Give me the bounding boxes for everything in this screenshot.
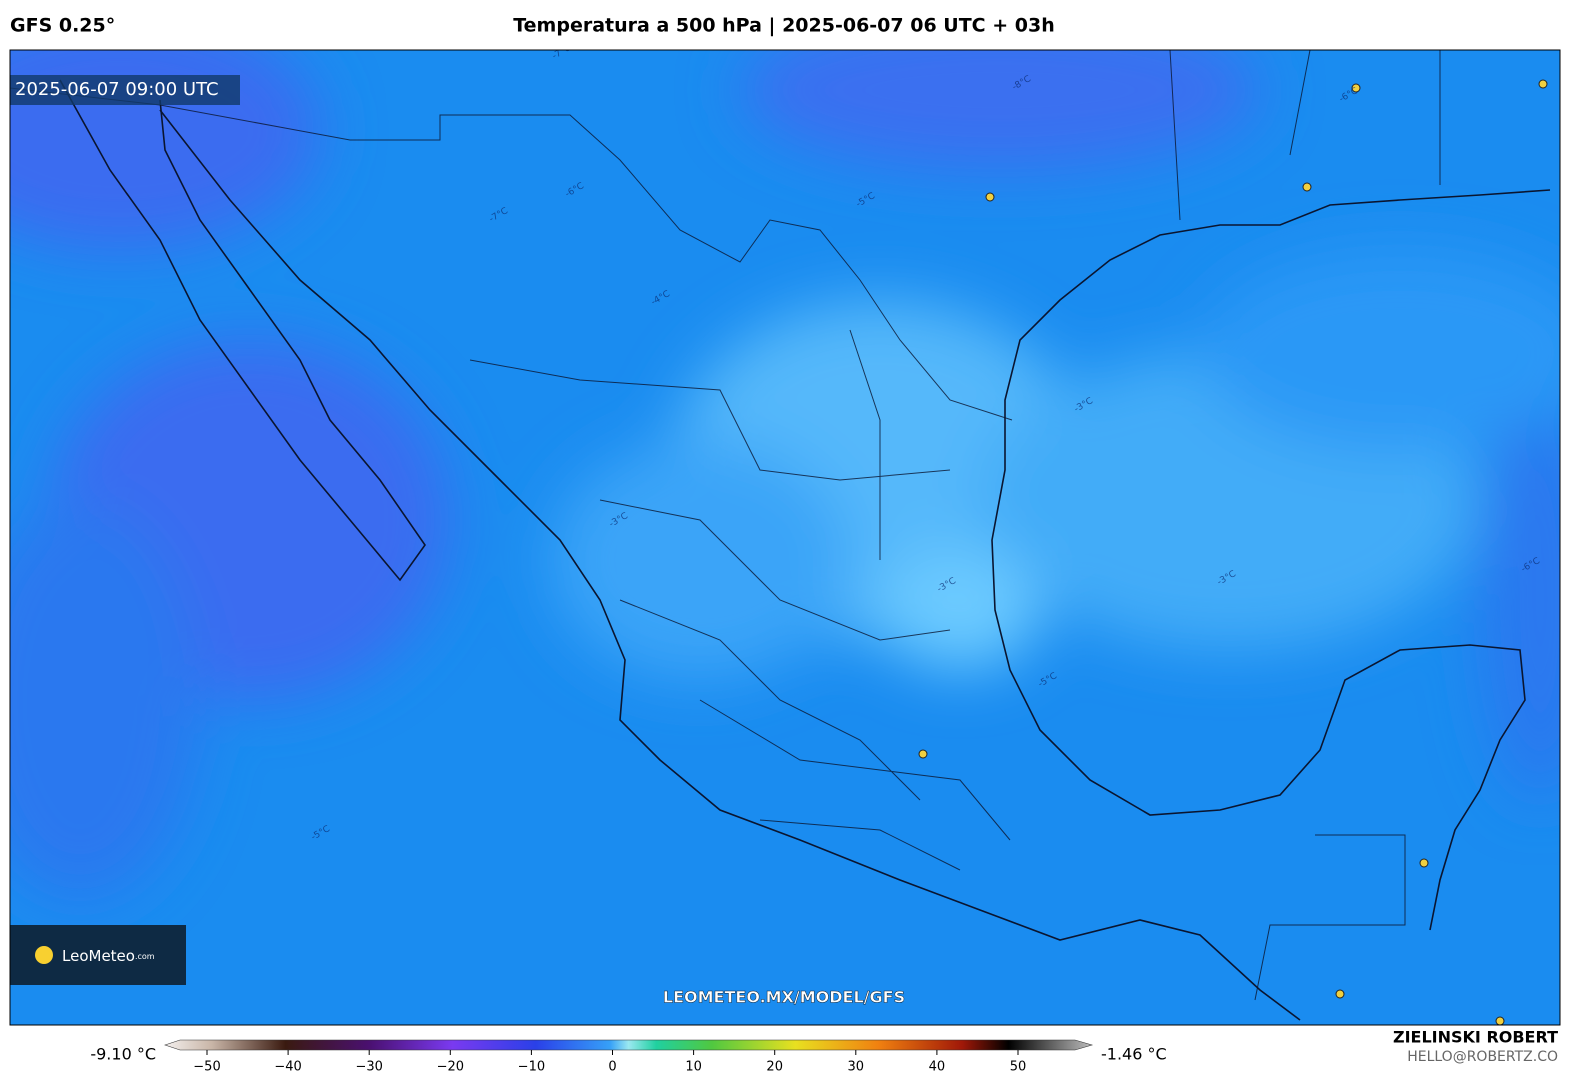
city-markers: [918, 79, 1548, 1025]
author: ZIELINSKI ROBERT: [1393, 1028, 1558, 1047]
contour-label: -7°C: [551, 43, 573, 62]
colorbar-tick-label: −50: [193, 1060, 220, 1075]
colorbar-tick-label: 20: [766, 1060, 783, 1075]
colorbar-tick-label: −30: [355, 1060, 382, 1075]
model-name: GFS 0.25°: [10, 15, 115, 37]
logo-name: LeoMeteo: [62, 947, 135, 965]
colorbar-tick-label: −10: [518, 1060, 545, 1075]
colorbar-max: -1.46 °C: [1101, 1045, 1167, 1064]
time-badge: [10, 75, 240, 105]
colorbar: [164, 1039, 1094, 1051]
map-frame: [9, 49, 1561, 1026]
valid-time: 2025-06-07 09:00 UTC: [15, 79, 219, 100]
colorbar-tick-label: 10: [685, 1060, 702, 1075]
coastlines: [59, 79, 1551, 1021]
colorbar-ticks: −50 −40 −30 −20 −10 0 10 20 30 40 50: [193, 1050, 1026, 1075]
borders: [10, 50, 1441, 1001]
map-title: Temperatura a 500 hPa | 2025-06-07 06 UT…: [513, 15, 1055, 37]
colorbar-tick-label: 0: [608, 1060, 616, 1075]
colorbar-tick-label: 40: [929, 1060, 946, 1075]
colorbar-tick-label: 30: [848, 1060, 865, 1075]
source-url: LEOMETEO.MX/MODEL/GFS: [663, 988, 905, 1007]
colorbar-tick-label: −20: [437, 1060, 464, 1075]
colorbar-tick-label: 50: [1010, 1060, 1027, 1075]
logo-sun: [35, 946, 53, 964]
logo: LeoMeteo.com: [62, 947, 155, 965]
temperature-field: [10, 50, 1560, 900]
colorbar-min: -9.10 °C: [90, 1045, 156, 1064]
email: HELLO@ROBERTZ.CO: [1407, 1049, 1558, 1065]
colorbar-tick-label: −40: [274, 1060, 301, 1075]
logo-suffix: .com: [135, 952, 155, 961]
map: -7°C-7°C-8°C-6°C-6°C-5°C-4°C-3°C-3°C-3°C…: [10, 43, 1560, 1025]
